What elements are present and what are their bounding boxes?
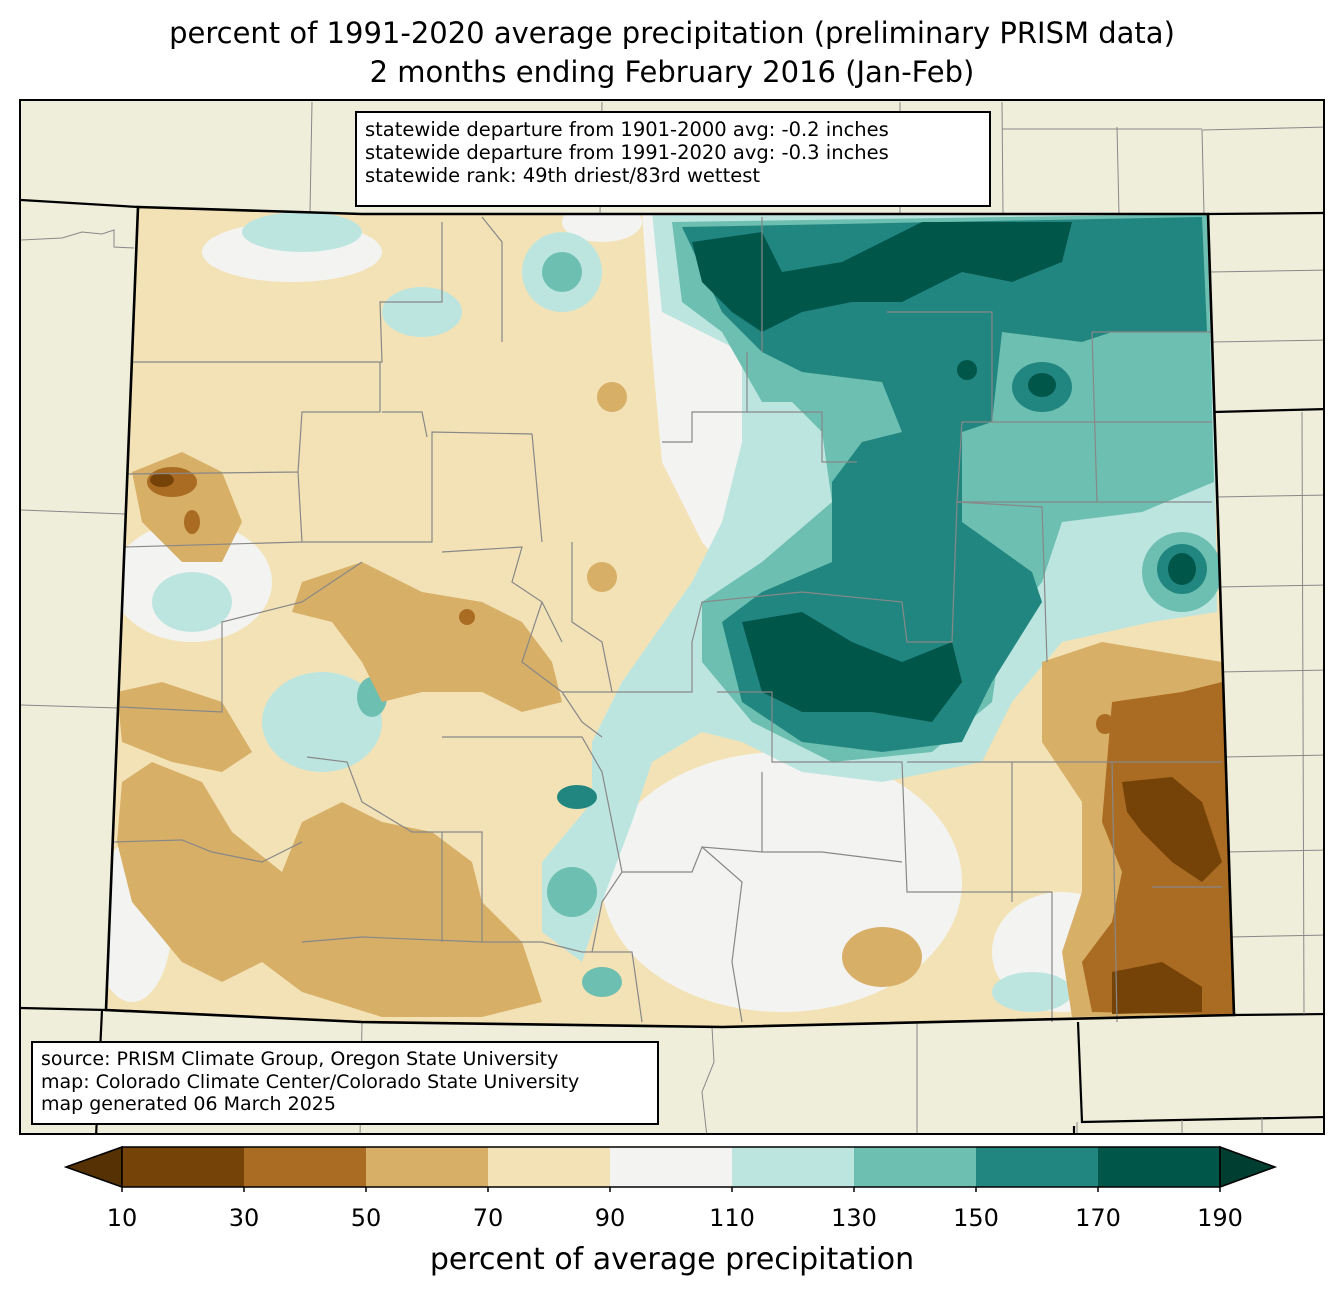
colorbar-tick-110: 110 [709,1204,755,1232]
source-line: source: PRISM Climate Group, Oregon Stat… [41,1048,559,1070]
colorbar-bin-110-130 [732,1147,854,1187]
map-credit-line: map: Colorado Climate Center/Colorado St… [41,1070,580,1093]
colorbar-under-arrow [64,1145,123,1189]
source-credits-box: source: PRISM Climate Group, Oregon Stat… [31,1041,659,1125]
precipitation-field [106,207,1234,1027]
bin-170-190-areas [692,222,1196,722]
generated-date-line: map generated 06 March 2025 [41,1093,336,1115]
precipitation-map [21,101,1323,1133]
colorado-state-border [104,205,1236,1029]
colorbar-tick-170: 170 [1075,1204,1121,1232]
map-title-line-2: 2 months ending February 2016 (Jan-Feb) [369,55,975,89]
colorbar-over-arrow [1219,1145,1278,1189]
colorbar-bin-130-150 [854,1147,976,1187]
neighbor-state-borders [21,198,1323,1133]
colorbar-bin-50-70 [366,1147,488,1187]
colorbar-tick-10: 10 [106,1204,138,1232]
bin-10-30-areas [150,473,1222,1014]
colorbar-bin-10-30 [122,1147,244,1187]
colorbar-tick-190: 190 [1197,1204,1243,1232]
colorbar-tick-150: 150 [953,1204,999,1232]
colorbar-bin-90-110 [610,1147,732,1187]
colorbar-bin-30-50 [244,1147,366,1187]
colorbar-tick-130: 130 [831,1204,877,1232]
colorbar [64,1145,1278,1192]
colorbar-bin-70-90 [488,1147,610,1187]
colorbar-tick-90: 90 [594,1204,626,1232]
colorbar-tick-70: 70 [472,1204,504,1232]
colorbar-tick-50: 50 [350,1204,382,1232]
stats-departure-1991-2020: statewide departure from 1991-2020 avg: … [365,141,889,164]
colorbar-bin-150-170 [976,1147,1098,1187]
stats-departure-1901-2000: statewide departure from 1901-2000 avg: … [365,118,889,141]
colorbar-bin-170-190 [1098,1147,1220,1187]
bin-30-50-areas [147,467,1234,1015]
statewide-stats-box: statewide departure from 1901-2000 avg: … [355,111,991,207]
colorbar-tick-30: 30 [228,1204,260,1232]
map-title-line-1: percent of 1991-2020 average precipitati… [169,16,1175,50]
map-frame [19,99,1325,1135]
colorado-county-lines [111,216,1222,1023]
colorbar-outline [121,1146,1221,1188]
stats-rank: statewide rank: 49th driest/83rd wettest [365,164,761,187]
colorbar-label: percent of average precipitation [429,1242,915,1277]
